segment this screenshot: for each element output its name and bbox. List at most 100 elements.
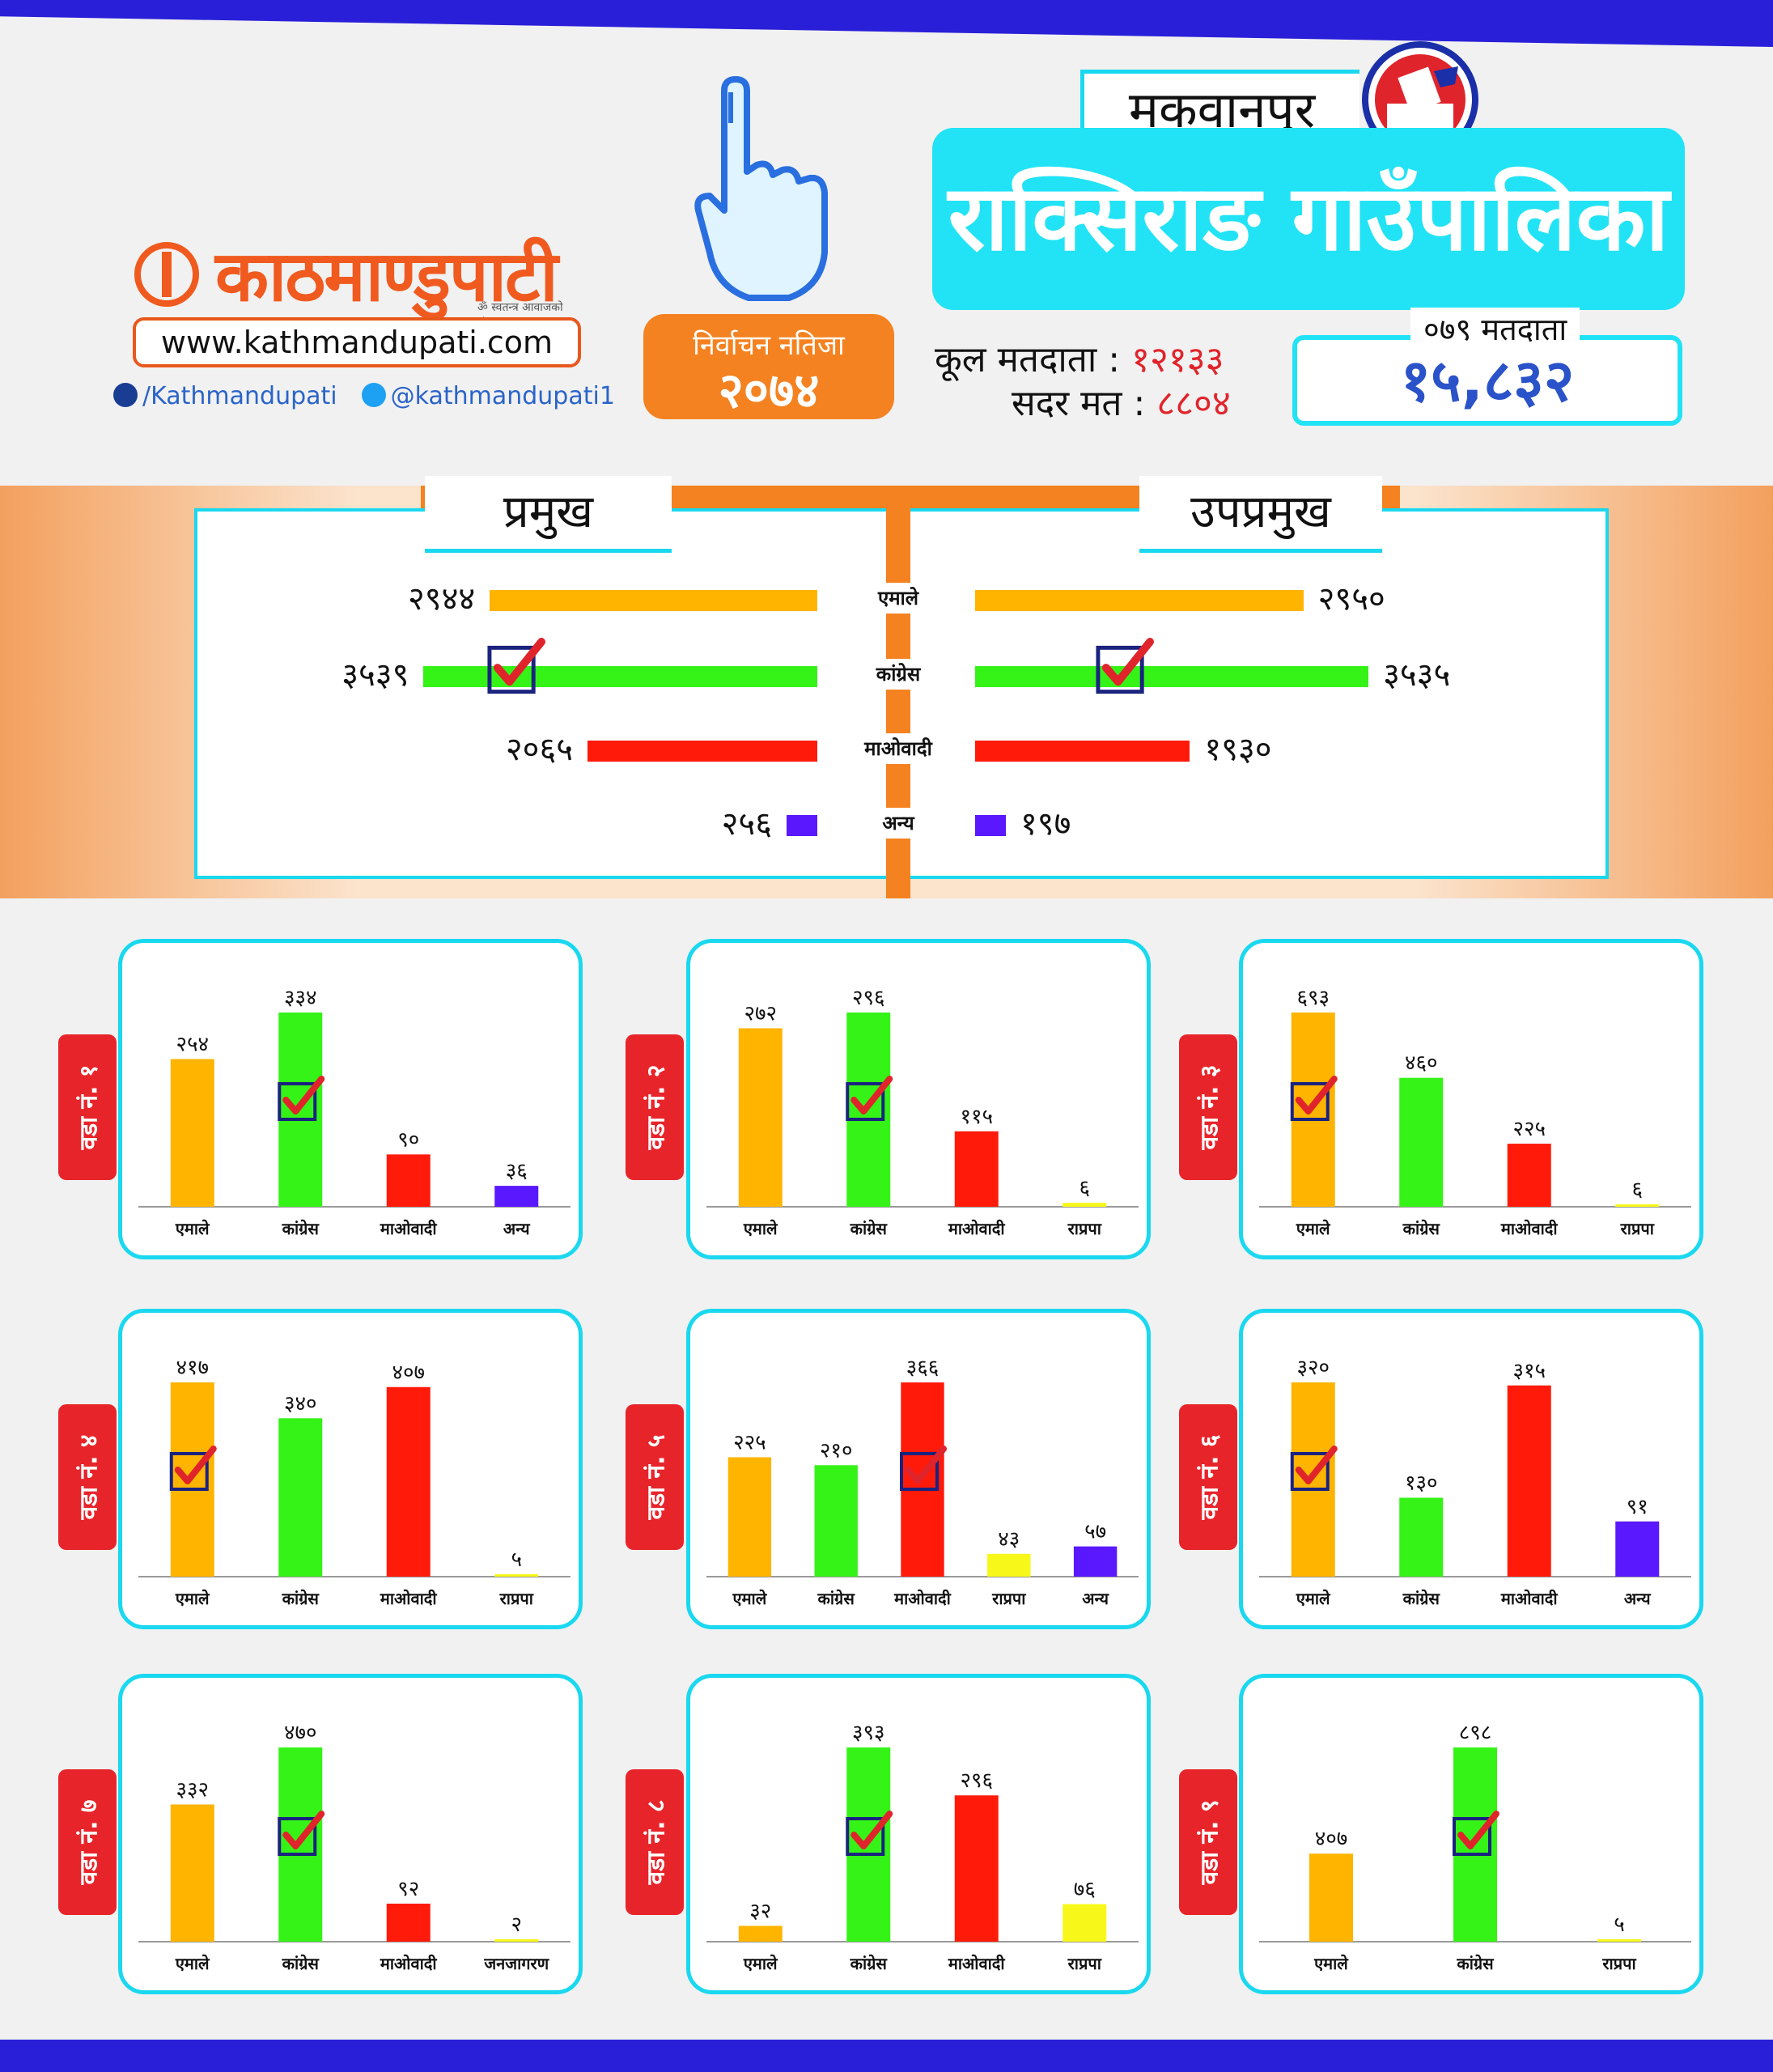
- ward-bar: [1309, 1853, 1353, 1942]
- ward-chart-panel: ३२० एमाले १३० कांग्रेस ३१५ माओवादी ९१ अन्य: [1239, 1309, 1703, 1629]
- ward-bar-value: २१०: [820, 1438, 853, 1463]
- municipality-title: राक्सिराङ गाउँपालिका: [932, 128, 1685, 310]
- twitter-link[interactable]: @kathmandupati1: [361, 382, 615, 410]
- facebook-handle: /Kathmandupati: [142, 382, 337, 410]
- ward-bar-value: ९०: [397, 1127, 419, 1152]
- facebook-link[interactable]: /Kathmandupati: [113, 382, 337, 410]
- deputy-value-label: १९३०: [1204, 731, 1272, 768]
- ward-category-label: कांग्रेस: [282, 1954, 320, 1973]
- ward-category-label: कांग्रेस: [1402, 1589, 1441, 1608]
- brand-logo: काठमाण्डुपाटी: [129, 227, 583, 321]
- ward-chart-panel: ४१७ एमाले ३४० कांग्रेस ४०७ माओवादी ५ राप्रपा: [118, 1309, 583, 1629]
- ward-category-label: कांग्रेस: [282, 1219, 320, 1238]
- winner-check-icon: [278, 1811, 325, 1856]
- ward-bar-value: ११५: [960, 1105, 993, 1129]
- ward-bar-chart: ४०७ एमाले ८९८ कांग्रेस ५ राप्रपा: [1259, 1721, 1691, 1973]
- ward-bar-chart: २७२ एमाले २९६ कांग्रेस ११५ माओवादी ६ राप्रपा: [706, 986, 1139, 1238]
- ward-bar-value: ६९३: [1296, 986, 1330, 1010]
- ward-category-label: माओवादी: [893, 1589, 952, 1608]
- ward-bar-value: ५: [511, 1548, 522, 1572]
- ward-bar-value: ३९३: [852, 1721, 885, 1745]
- ward-category-label: माओवादी: [1500, 1219, 1559, 1238]
- ward-chart-panel: २७२ एमाले २९६ कांग्रेस ११५ माओवादी ६ राप्रपा: [686, 939, 1151, 1259]
- total-voters: कूल मतदाता : १२१३३: [935, 333, 1224, 382]
- ward-bar: [1597, 1939, 1641, 1942]
- winner-check-icon: [846, 1811, 893, 1856]
- ward-category-label: राप्रपा: [1620, 1219, 1655, 1238]
- ward-bar: [170, 1804, 214, 1942]
- ward-bar-value: २२५: [733, 1430, 766, 1454]
- ward-chart-panel: ३२ एमाले ३९३ कांग्रेस २९६ माओवादी ७६ राप्रपा: [686, 1674, 1151, 1994]
- ward-bar-value: ४७०: [284, 1721, 317, 1745]
- summary-party-label: एमाले: [846, 583, 950, 614]
- ward-bar: [954, 1131, 999, 1207]
- ward-category-label: राप्रपा: [991, 1589, 1026, 1608]
- ward-bar: [1507, 1385, 1551, 1577]
- voters-079-value: १५,८३२: [1400, 346, 1575, 414]
- mayor-bar: [490, 590, 817, 611]
- ward-category-label: कांग्रेस: [1402, 1219, 1441, 1238]
- ward-bar-value: ६: [1079, 1176, 1090, 1200]
- ward-number-label: वडा नं. ६: [1195, 1434, 1224, 1520]
- twitter-handle: @kathmandupati1: [390, 382, 615, 410]
- ward-number-label: वडा नं. ४: [74, 1434, 104, 1520]
- ward-category-label: एमाले: [732, 1589, 768, 1608]
- ward-category-label: कांग्रेस: [850, 1219, 889, 1238]
- ward-bar-value: ३३२: [176, 1777, 209, 1802]
- brand-mark-icon: [134, 241, 199, 307]
- ward-bar: [738, 1028, 783, 1207]
- ward-category-label: जनजागरण: [483, 1954, 549, 1973]
- winner-check-icon: [487, 638, 545, 694]
- ward-category-label: राप्रपा: [499, 1589, 534, 1608]
- ward-chart-panel: ६९३ एमाले ४६० कांग्रेस २२५ माओवादी ६ राप्रपा: [1239, 939, 1703, 1259]
- ward-category-label: अन्य: [503, 1219, 531, 1238]
- result-year: २०७४: [718, 363, 820, 419]
- ward-bar-value: २: [511, 1913, 522, 1937]
- mayor-title: प्रमुख: [425, 476, 672, 553]
- mayor-value-label: २९४४: [408, 580, 476, 618]
- ward-number-tag: वडा नं. १: [58, 1034, 117, 1180]
- ward-bar-chart: २५४ एमाले ३३४ कांग्रेस ९० माओवादी ३६ अन्य: [138, 986, 570, 1238]
- deputy-value-label: ३५३५: [1383, 656, 1451, 694]
- ward-chart-panel: २५४ एमाले ३३४ कांग्रेस ९० माओवादी ३६ अन्य: [118, 939, 583, 1259]
- ward-number-tag: वडा नं. ९: [1179, 1769, 1237, 1915]
- total-voters-value: १२१३३: [1131, 339, 1224, 380]
- total-voters-label: कूल मतदाता :: [935, 339, 1121, 380]
- website-link[interactable]: www.kathmandupati.com: [133, 317, 581, 367]
- ward-category-label: एमाले: [743, 1954, 778, 1973]
- ward-chart-panel: ३३२ एमाले ४७० कांग्रेस ९२ माओवादी २ जनजागरण: [118, 1674, 583, 1994]
- ward-bar-value: ९१: [1627, 1495, 1648, 1519]
- ward-bar-value: ५: [1614, 1913, 1625, 1937]
- deputy-bar: [975, 815, 1006, 836]
- ward-bar: [278, 1418, 323, 1577]
- mayor-value-label: २०६५: [505, 731, 574, 768]
- valid-votes-value: ८८०४: [1156, 383, 1231, 424]
- deputy-value-label: १९७: [1020, 805, 1071, 843]
- ward-bar-value: १३०: [1405, 1471, 1438, 1496]
- ward-category-label: माओवादी: [380, 1954, 438, 1973]
- ward-bar: [494, 1939, 539, 1942]
- ward-bar-value: ८९८: [1459, 1721, 1492, 1745]
- ward-category-label: राप्रपा: [1067, 1219, 1102, 1238]
- result-label: निर्वाचन नतिजा: [693, 329, 845, 362]
- ward-number-tag: वडा नं. ६: [1179, 1404, 1237, 1550]
- ward-number-label: वडा नं. ९: [1195, 1799, 1224, 1885]
- voting-finger-icon: [694, 76, 828, 301]
- ward-bar: [494, 1186, 539, 1207]
- ward-bar-value: ४१७: [176, 1356, 209, 1380]
- ward-category-label: एमाले: [743, 1219, 778, 1238]
- ward-category-label: अन्य: [1082, 1589, 1109, 1608]
- social-links: /Kathmandupati @kathmandupati1: [113, 382, 615, 410]
- ward-bar: [386, 1386, 431, 1577]
- ward-category-label: माओवादी: [380, 1589, 438, 1608]
- ward-number-label: वडा नं. २: [642, 1064, 671, 1150]
- ward-bar: [386, 1154, 431, 1207]
- ward-number-tag: वडा नं. २: [626, 1034, 684, 1180]
- mayor-bar: [423, 666, 817, 687]
- mayor-value-label: ३५३९: [341, 656, 409, 694]
- brand-name: काठमाण्डुपाटी: [215, 236, 558, 317]
- ward-bar: [1399, 1077, 1444, 1207]
- deputy-bar: [975, 666, 1369, 687]
- ward-bar-value: ४३: [998, 1527, 1020, 1552]
- ward-bar-value: ४०७: [1315, 1827, 1348, 1851]
